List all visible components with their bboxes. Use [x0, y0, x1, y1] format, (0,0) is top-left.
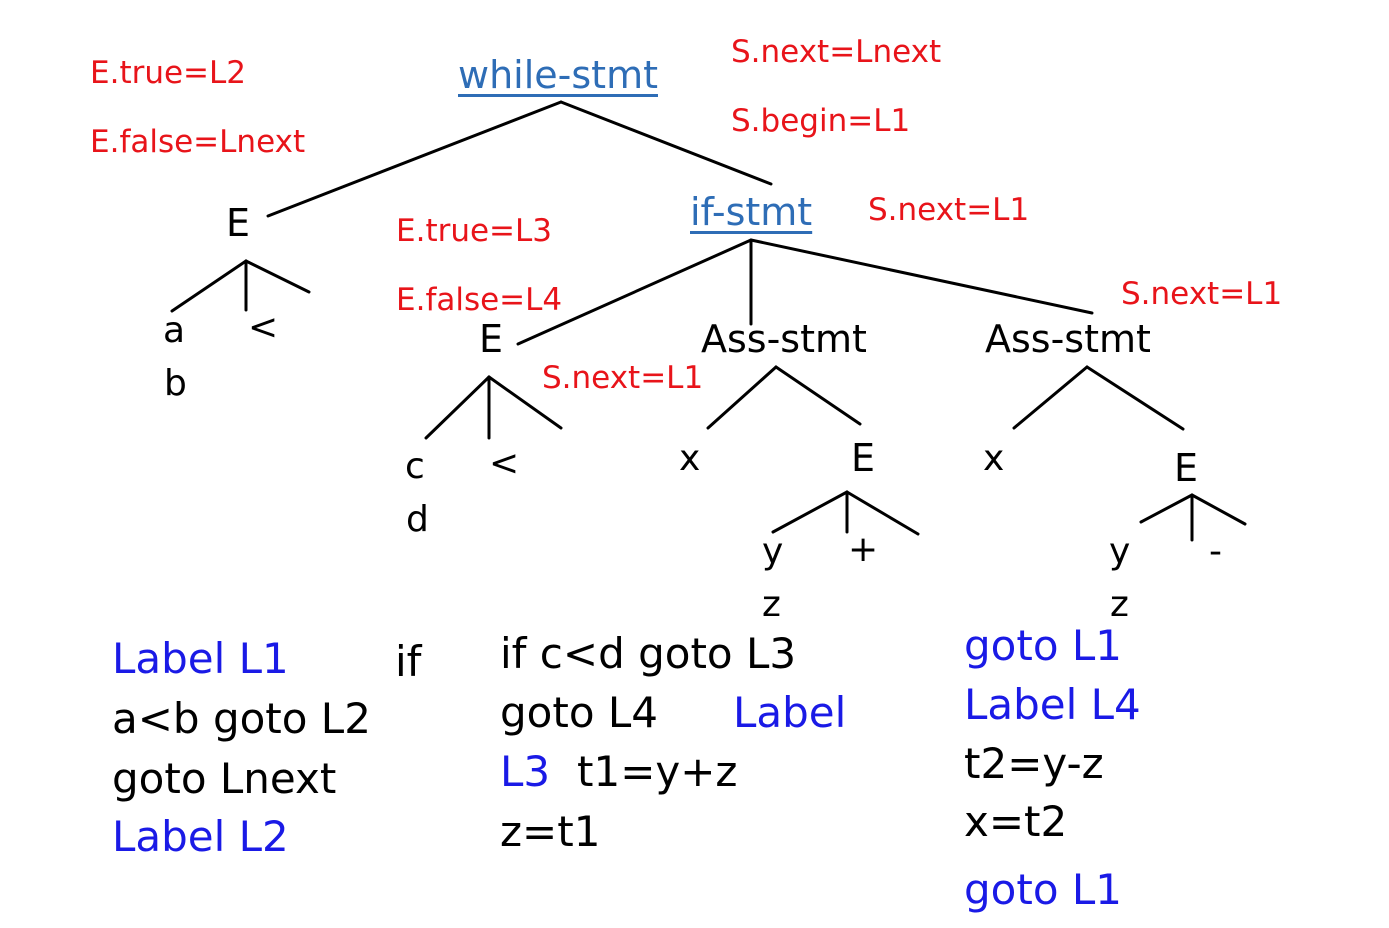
attr-e-false-l4: E.false=L4 [396, 282, 563, 318]
attr-s-next-lnext: S.next=Lnext [731, 34, 942, 70]
edge-e4-right [1190, 493, 1247, 526]
leaf-c: c [405, 446, 425, 487]
edge-e2-right [487, 375, 563, 430]
e-node-if-cond: E [479, 317, 504, 361]
edge-e4-y [1139, 493, 1194, 524]
if-stmt-node: if-stmt [690, 190, 813, 234]
edge-ass1-e [774, 365, 862, 426]
attr-s-begin-l1: S.begin=L1 [731, 103, 911, 139]
leaf-x-2: x [983, 438, 1005, 479]
code-label-word: Label [733, 688, 847, 737]
code-a-lt-b-goto-l2: a<b goto L2 [112, 694, 371, 743]
edge-while-if [559, 100, 773, 186]
edge-if-e2 [516, 238, 753, 346]
edge-ass2-x [1012, 365, 1089, 430]
code-label-l2: Label L2 [112, 812, 289, 861]
e-node-while-cond: E [226, 201, 251, 245]
leaf-less-than-2: < [489, 443, 520, 484]
leaf-d: d [406, 499, 429, 540]
code-t2-assign: t2=y-z [964, 739, 1104, 788]
code-goto-l1-first: goto L1 [964, 621, 1122, 670]
leaf-z-2: z [1110, 584, 1129, 625]
code-if-c-lt-d-goto-l3: if c<d goto L3 [500, 629, 797, 678]
code-z-assign: z=t1 [500, 807, 601, 856]
attr-ass1-s-next-l1: S.next=L1 [542, 360, 704, 396]
leaf-y-1: y [762, 531, 784, 572]
edge-e2-c [424, 375, 491, 440]
e-node-add: E [851, 436, 876, 480]
code-label-l1: Label L1 [112, 634, 289, 683]
leaf-x-1: x [679, 438, 701, 479]
edge-e1-right [244, 259, 311, 294]
leaf-minus: - [1209, 531, 1222, 572]
while-stmt-node: while-stmt [458, 53, 658, 97]
code-goto-l1-second: goto L1 [964, 865, 1122, 914]
attr-e-false-lnext: E.false=Lnext [90, 124, 306, 160]
code-l3: L3 [500, 747, 551, 796]
code-t1-assign: t1=y+z [577, 747, 738, 796]
attr-e-true-l2: E.true=L2 [90, 55, 247, 91]
leaf-plus: + [848, 529, 879, 570]
edge-ass1-x [706, 365, 778, 430]
attr-if-s-next-l1: S.next=L1 [868, 192, 1030, 228]
leaf-less-than-1: < [248, 307, 279, 348]
leaf-z-1: z [762, 584, 781, 625]
edge-while-e [266, 100, 563, 218]
edge-if-ass2 [749, 238, 1094, 315]
edge-e3-y [771, 490, 849, 534]
code-label-l4: Label L4 [964, 680, 1141, 729]
code-x-assign: x=t2 [964, 797, 1068, 846]
code-goto-lnext: goto Lnext [112, 754, 337, 803]
edge-e1-a [170, 259, 248, 313]
attr-e-true-l3: E.true=L3 [396, 213, 553, 249]
edge-e3-right [845, 490, 920, 536]
code-goto-l4: goto L4 [500, 688, 658, 737]
edge-ass2-e [1085, 365, 1185, 431]
ass-stmt-node-2: Ass-stmt [985, 317, 1151, 361]
ass-stmt-node-1: Ass-stmt [701, 317, 867, 361]
e-node-sub: E [1174, 446, 1199, 490]
attr-ass2-s-next-l1: S.next=L1 [1121, 276, 1283, 312]
code-if-word: if [395, 637, 422, 686]
leaf-a: a [163, 310, 186, 351]
leaf-b: b [164, 363, 187, 404]
leaf-y-2: y [1109, 531, 1131, 572]
